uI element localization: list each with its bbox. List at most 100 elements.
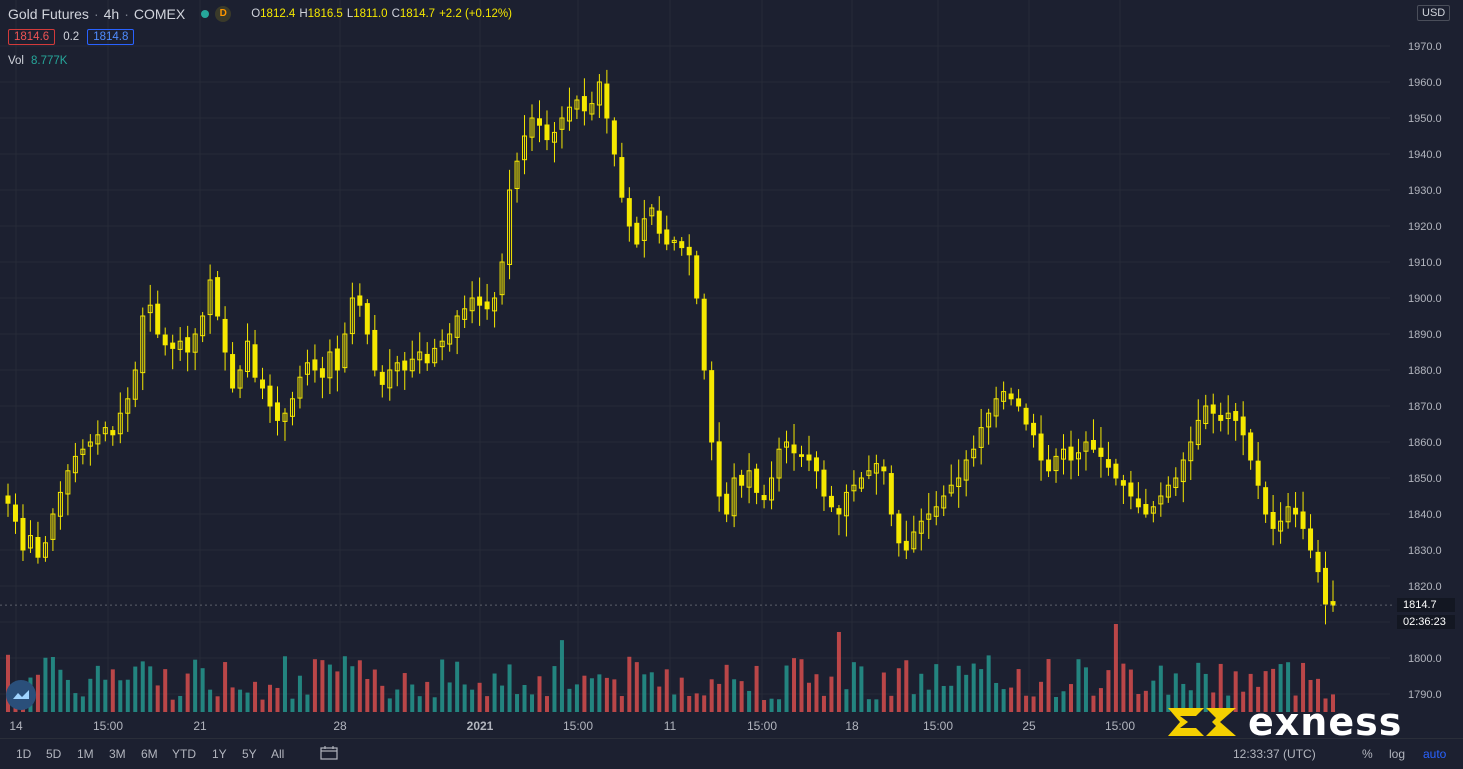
candle-body: [1315, 551, 1321, 573]
volume-bar: [1278, 664, 1283, 712]
symbol-name[interactable]: Gold Futures: [8, 6, 89, 22]
candle-body: [312, 359, 318, 371]
volume-bar: [1091, 695, 1096, 712]
candle-body: [1210, 404, 1216, 414]
volume-bar: [747, 690, 752, 712]
candle-body: [237, 369, 243, 389]
volume-bar: [387, 698, 392, 712]
candle-body: [754, 468, 760, 493]
percent-scale-toggle[interactable]: %: [1362, 747, 1373, 761]
candle-body: [881, 466, 887, 472]
volume-bar: [1106, 670, 1111, 712]
price-tick-label: 1790.0: [1408, 689, 1442, 701]
volume-bar: [1054, 697, 1059, 712]
candle-body: [933, 506, 939, 517]
range-5y-button[interactable]: 5Y: [242, 747, 257, 761]
range-ytd-button[interactable]: YTD: [172, 747, 196, 761]
candle-body: [245, 340, 251, 372]
volume-bar: [200, 668, 205, 712]
candle-body: [477, 296, 483, 306]
candle-body: [1180, 459, 1186, 483]
candle-body: [1001, 391, 1007, 402]
volume-bar: [1218, 663, 1223, 712]
volume-bar: [140, 661, 145, 712]
volume-bar: [320, 660, 325, 712]
date-range-icon[interactable]: [320, 746, 338, 760]
volume-bar: [522, 684, 527, 712]
auto-scale-toggle[interactable]: auto: [1423, 747, 1447, 761]
candle-body: [529, 117, 535, 138]
price-tick-label: 1940.0: [1408, 149, 1442, 161]
candle-body: [799, 454, 805, 457]
price-tick-label: 1860.0: [1408, 437, 1442, 449]
candle-body: [379, 371, 385, 385]
time-tick-label: 11: [664, 719, 677, 733]
candle-body: [394, 362, 400, 372]
delayed-data-icon[interactable]: D: [215, 6, 232, 22]
market-open-icon[interactable]: [201, 10, 210, 18]
volume-bar: [215, 696, 220, 712]
range-1m-button[interactable]: 1M: [77, 747, 94, 761]
candle-body: [1240, 416, 1246, 436]
candle-body: [357, 295, 363, 306]
volume-bar: [769, 698, 774, 712]
range-1d-button[interactable]: 1D: [16, 747, 32, 761]
price-tick-label: 1870.0: [1408, 401, 1442, 413]
volume-bar: [1083, 667, 1088, 712]
time-tick-label: 14: [9, 719, 23, 733]
volume-bar: [402, 673, 407, 712]
candle-body: [911, 531, 917, 550]
time-tick-label: 15:00: [93, 719, 123, 733]
volume-bar: [58, 669, 63, 712]
volume-bar: [417, 696, 422, 712]
volume-bar: [372, 669, 377, 712]
low-label: L: [346, 8, 354, 20]
volume-bar: [754, 665, 759, 712]
utc-clock[interactable]: 12:33:37 (UTC): [1233, 747, 1316, 761]
candle-body: [1173, 477, 1179, 489]
range-1y-button[interactable]: 1Y: [212, 747, 227, 761]
candle-body: [851, 484, 857, 492]
volume-bar: [342, 656, 347, 712]
log-scale-toggle[interactable]: log: [1389, 747, 1406, 761]
volume-bar: [1098, 688, 1103, 712]
range-6m-button[interactable]: 6M: [141, 747, 158, 761]
volume-bar: [777, 699, 782, 712]
range-3m-button[interactable]: 3M: [109, 747, 126, 761]
candle-body: [1323, 567, 1329, 605]
candle-body: [447, 333, 453, 345]
volume-bar: [1181, 683, 1186, 712]
candle-body: [110, 430, 116, 436]
currency-badge[interactable]: USD: [1417, 5, 1451, 21]
candle-body: [364, 303, 370, 335]
tradingview-logo-icon[interactable]: [6, 680, 36, 710]
candle-body: [162, 334, 168, 346]
volume-bar: [230, 687, 235, 712]
time-tick-label: 15:00: [747, 719, 777, 733]
brand-name: exness: [1248, 700, 1403, 744]
range-all-button[interactable]: All: [271, 747, 285, 761]
volume-bar: [1128, 669, 1133, 712]
volume-label[interactable]: Vol: [8, 55, 24, 67]
volume-bar: [619, 696, 624, 712]
range-5d-button[interactable]: 5D: [46, 747, 62, 761]
sell-price-button[interactable]: 1814.6: [8, 29, 56, 45]
candle-body: [896, 513, 902, 544]
candle-body: [948, 484, 954, 494]
price-tick-label: 1850.0: [1408, 473, 1442, 485]
time-axis-labels: 14 15:00 21 28 2021 15:00 11 15:00 18 15:00 25 15:0…: [9, 719, 1135, 733]
candle-body: [507, 189, 513, 265]
candle-body: [215, 277, 221, 317]
interval-label[interactable]: 4h: [103, 6, 120, 22]
candle-body: [806, 454, 812, 461]
exness-mark-icon: [1168, 708, 1236, 736]
high-value: 1816.5: [307, 8, 343, 20]
volume-bar: [275, 687, 280, 712]
candle-body: [776, 448, 782, 479]
buy-price-button[interactable]: 1814.8: [87, 29, 135, 45]
volume-bar: [253, 681, 258, 712]
close-value: 1814.7: [399, 8, 436, 20]
volume-bar: [874, 699, 879, 712]
